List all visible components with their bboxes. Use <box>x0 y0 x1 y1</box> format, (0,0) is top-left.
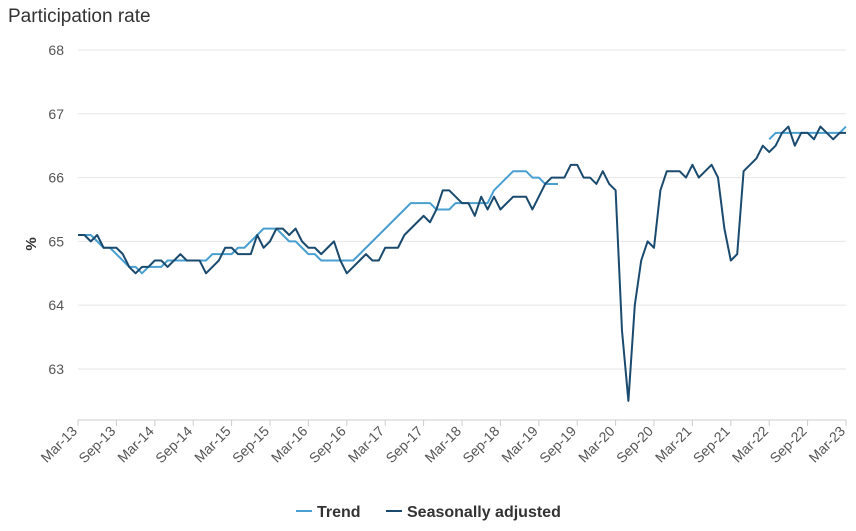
x-tick-label: Mar-13 <box>37 423 80 466</box>
x-tick-label: Mar-19 <box>498 423 541 466</box>
x-tick-label: Mar-17 <box>345 423 388 466</box>
x-tick-label: Mar-14 <box>114 423 157 466</box>
series-line-seasonally-adjusted <box>78 125 846 402</box>
series-lines <box>78 125 847 402</box>
series-line-trend <box>78 125 847 275</box>
chart-title: Participation rate <box>8 6 151 27</box>
y-axis-label: % <box>23 237 40 250</box>
x-tick-label: Sep-17 <box>382 423 425 466</box>
legend-item-trend[interactable]: Trend <box>296 504 361 521</box>
legend: Trend Seasonally adjusted <box>296 504 561 521</box>
legend-item-seasonally-adjusted[interactable]: Seasonally adjusted <box>386 504 561 521</box>
x-tick-label: Mar-20 <box>575 423 618 466</box>
x-tick-label: Sep-13 <box>75 423 118 466</box>
y-tick-label: 68 <box>48 42 64 58</box>
x-tick-label: Sep-14 <box>152 423 195 466</box>
x-tick-label: Sep-19 <box>536 423 579 466</box>
x-tick-label: Mar-16 <box>268 423 311 466</box>
y-tick-label: 63 <box>48 361 64 377</box>
legend-label-seasonally-adjusted: Seasonally adjusted <box>407 504 561 521</box>
x-axis-ticks: Mar-13Sep-13Mar-14Sep-14Mar-15Sep-15Mar-… <box>37 420 848 466</box>
legend-label-trend: Trend <box>317 504 361 521</box>
y-tick-label: 66 <box>48 170 64 186</box>
x-tick-label: Sep-22 <box>766 423 809 466</box>
x-tick-label: Mar-15 <box>191 423 234 466</box>
y-tick-label: 64 <box>48 297 64 313</box>
y-tick-label: 65 <box>48 233 64 249</box>
x-tick-label: Mar-18 <box>421 423 464 466</box>
x-tick-label: Sep-16 <box>306 423 349 466</box>
x-tick-label: Mar-21 <box>652 423 695 466</box>
x-tick-label: Sep-20 <box>613 423 656 466</box>
y-axis-ticks: 63 64 65 66 67 68 <box>48 42 64 377</box>
x-tick-label: Mar-23 <box>805 423 848 466</box>
x-tick-label: Sep-21 <box>690 423 733 466</box>
x-tick-label: Mar-22 <box>729 423 772 466</box>
grid-lines <box>78 49 846 370</box>
y-tick-label: 67 <box>48 106 64 122</box>
x-tick-label: Sep-18 <box>459 423 502 466</box>
x-tick-label: Sep-15 <box>229 423 272 466</box>
